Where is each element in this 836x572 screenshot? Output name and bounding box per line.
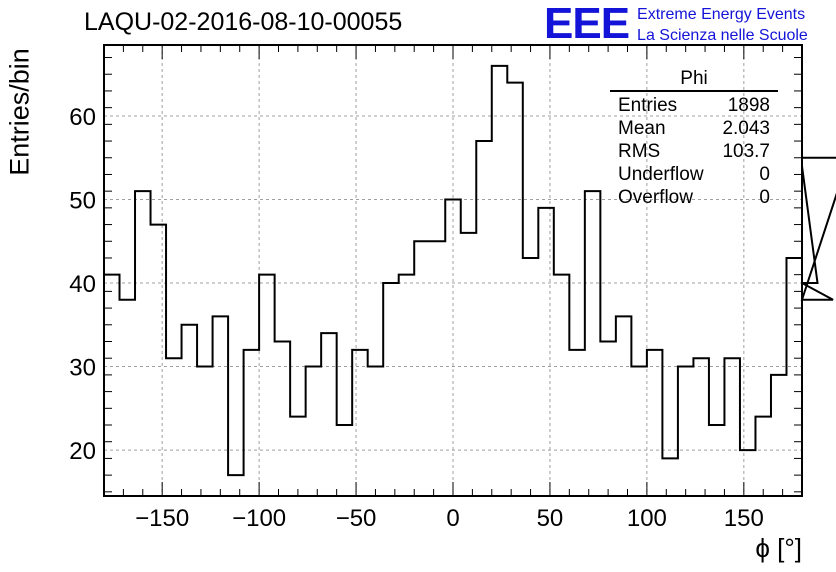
stats-value: 2.043	[722, 118, 770, 139]
stats-row-entries: Entries 1898	[610, 94, 778, 117]
stats-value: 0	[759, 164, 770, 185]
stats-value: 1898	[727, 95, 770, 116]
stats-value: 0	[759, 187, 770, 208]
y-tick-label: 20	[69, 438, 96, 465]
histogram-outline	[104, 64, 836, 477]
tick-labels: −150 −100 −50 0 50 100 150 20 30 40 50 60	[69, 104, 764, 532]
x-tick-label: −100	[232, 505, 286, 532]
brand-text: Extreme Energy Events La Scienza nelle S…	[637, 4, 808, 46]
eee-logo: EEE	[544, 0, 630, 48]
x-tick-label: 50	[537, 505, 564, 532]
y-tick-label: 50	[69, 188, 96, 215]
y-tick-label: 30	[69, 355, 96, 382]
brand-block: EEE Extreme Energy Events La Scienza nel…	[544, 2, 808, 46]
x-tick-label: −150	[135, 505, 189, 532]
stats-row-underflow: Underflow 0	[610, 163, 778, 186]
x-axis-label: ϕ [°]	[755, 533, 802, 563]
y-tick-label: 40	[69, 271, 96, 298]
y-tick-label: 60	[69, 104, 96, 131]
stats-label: Entries	[618, 95, 678, 116]
chart-title: LAQU-02-2016-08-10-00055	[84, 8, 403, 36]
stats-row-mean: Mean 2.043	[610, 117, 778, 140]
stats-row-overflow: Overflow 0	[610, 186, 778, 209]
x-tick-label: 150	[724, 505, 764, 532]
x-tick-label: 0	[446, 505, 459, 532]
axis-ticks	[103, 45, 803, 496]
stats-label: Underflow	[618, 164, 704, 185]
stats-title: Phi	[610, 68, 778, 92]
stats-box: Phi Entries 1898 Mean 2.043 RMS 103.7 Un…	[610, 68, 778, 209]
stats-label: RMS	[618, 141, 661, 162]
stats-value: 103.7	[722, 141, 770, 162]
x-tick-label: −50	[336, 505, 377, 532]
x-tick-label: 100	[627, 505, 667, 532]
stats-label: Mean	[618, 118, 666, 139]
brand-line-1: Extreme Energy Events	[637, 6, 806, 23]
plot-frame	[103, 44, 803, 497]
y-axis-label: Entries/bin	[4, 48, 35, 176]
brand-line-2: La Scienza nelle Scuole	[637, 27, 808, 44]
stats-label: Overflow	[618, 187, 693, 208]
stats-row-rms: RMS 103.7	[610, 140, 778, 163]
